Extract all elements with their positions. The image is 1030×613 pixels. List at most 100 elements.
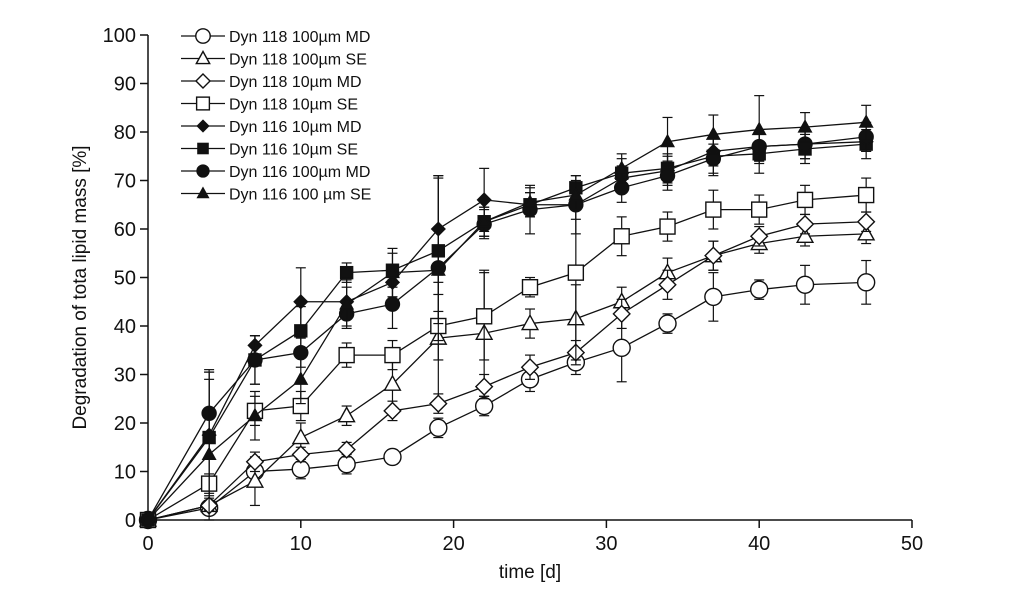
series-line	[147, 194, 867, 521]
data-point	[140, 511, 156, 526]
series-7	[140, 121, 874, 528]
data-point	[384, 346, 401, 364]
x-tick-label: 50	[901, 533, 923, 555]
x-ticks: 0 10 20 30 40 50	[142, 520, 923, 555]
legend-label: Dyn 118 100µm SE	[229, 52, 367, 69]
data-point	[749, 227, 769, 246]
data-point	[567, 264, 585, 281]
y-tick-label: 40	[114, 316, 136, 338]
x-tick-label: 20	[442, 533, 464, 555]
series-line	[147, 281, 867, 521]
x-tick-label: 0	[142, 533, 153, 555]
data-point	[704, 246, 723, 265]
data-point	[858, 114, 874, 128]
legend-marker	[196, 119, 210, 133]
data-point	[476, 213, 492, 228]
series-1	[138, 259, 876, 530]
data-point	[795, 214, 815, 234]
series-2	[138, 223, 876, 527]
legend-label: Dyn 116 10µm SE	[229, 142, 358, 159]
series-line	[147, 121, 867, 521]
x-tick-label: 40	[748, 533, 770, 555]
legend-label: Dyn 116 10µm MD	[229, 119, 362, 136]
series-line	[147, 141, 867, 521]
data-point	[751, 121, 767, 136]
data-point	[520, 357, 540, 377]
data-point	[751, 201, 768, 218]
y-tick-label: 100	[103, 25, 136, 47]
data-point	[797, 119, 813, 133]
y-tick-label: 20	[114, 413, 136, 435]
legend-entry: Dyn 116 100µm MD	[181, 164, 370, 181]
legend-label: Dyn 118 10µm MD	[229, 74, 362, 91]
data-point	[658, 275, 677, 295]
data-point	[612, 304, 631, 324]
data-point	[337, 406, 356, 423]
data-point	[750, 280, 769, 299]
data-point	[429, 394, 448, 413]
y-tick-label: 10	[114, 462, 136, 484]
x-tick-label: 30	[595, 533, 617, 555]
legend-marker	[195, 28, 211, 44]
legend-entry: Dyn 118 100µm MD	[181, 28, 370, 46]
data-point	[339, 265, 354, 280]
data-point	[795, 275, 815, 294]
data-point	[613, 228, 630, 245]
y-tick-label: 80	[114, 122, 136, 144]
legend-marker	[196, 186, 210, 199]
legend-label: Dyn 116 100 µm SE	[229, 187, 371, 204]
data-point	[291, 427, 310, 445]
data-point	[705, 201, 722, 218]
data-point	[475, 308, 493, 325]
legend-marker	[196, 164, 210, 178]
data-point	[614, 160, 630, 174]
data-point	[429, 418, 448, 438]
y-ticks: 0 10 20 30 40 50 60 70 80 90 100	[103, 25, 148, 532]
data-point	[245, 452, 265, 472]
data-point	[383, 374, 402, 391]
data-point	[660, 133, 676, 148]
data-point	[795, 226, 815, 243]
x-axis-title: time [d]	[499, 562, 561, 583]
legend-entry: Dyn 118 10µm MD	[181, 72, 362, 91]
y-axis-title: Degradation of tota lipid mass [%]	[70, 145, 91, 429]
data-point	[383, 447, 402, 467]
legend-entry: Dyn 116 10µm SE	[181, 142, 358, 159]
legend-entry: Dyn 118 10µm SE	[181, 96, 358, 114]
data-point	[383, 401, 402, 421]
x-tick-label: 10	[290, 533, 312, 555]
data-point	[474, 396, 494, 416]
data-point	[704, 287, 723, 307]
data-point	[247, 407, 263, 422]
legend: Dyn 118 100µm MD Dyn 118 100µm SE Dyn 118 …	[181, 28, 371, 204]
data-point	[659, 218, 676, 235]
y-tick-label: 30	[114, 365, 136, 387]
data-point	[705, 126, 721, 140]
y-tick-label: 70	[114, 171, 136, 193]
y-tick-label: 50	[114, 268, 136, 290]
legend-label: Dyn 118 10µm SE	[229, 97, 358, 114]
data-point	[201, 446, 217, 461]
legend-marker	[195, 96, 211, 111]
data-point	[520, 313, 540, 331]
data-point	[384, 296, 401, 312]
data-point	[659, 167, 676, 184]
legend-marker	[194, 72, 212, 90]
data-point	[384, 264, 400, 279]
y-tick-label: 60	[114, 219, 136, 241]
data-point	[856, 212, 876, 231]
data-point	[293, 371, 309, 385]
data-point	[247, 352, 263, 368]
data-point	[612, 338, 631, 358]
series-line	[147, 136, 867, 521]
y-tick-label: 0	[125, 510, 136, 532]
legend-label: Dyn 116 100µm MD	[229, 164, 370, 181]
series-3	[138, 211, 876, 530]
series-layer	[138, 95, 876, 530]
series-line	[147, 233, 867, 521]
data-point	[856, 273, 876, 292]
data-point	[521, 279, 539, 296]
legend-entry: Dyn 118 100µm SE	[181, 50, 367, 69]
series-8	[140, 95, 874, 526]
